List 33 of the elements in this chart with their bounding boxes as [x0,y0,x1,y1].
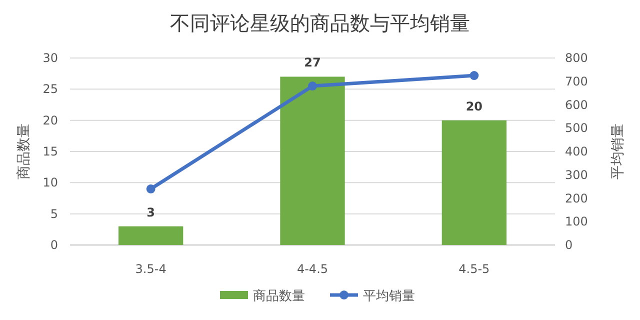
point [146,184,156,194]
y2-tick-label: 200 [565,191,588,206]
y-tick-label: 30 [42,51,58,65]
y-tick-label: 20 [42,113,58,128]
point [470,71,479,80]
x-tick-label: 3.5-4 [135,262,166,276]
y-tick-label: 0 [50,238,58,252]
point [308,82,317,91]
legend-label: 商品数量 [253,289,305,304]
y2-tick-label: 600 [565,98,588,112]
legend-label: 平均销量 [363,289,415,304]
y2-tick-label: 300 [565,168,588,182]
y-tick-label: 5 [50,206,58,221]
chart-title: 不同评论星级的商品数与平均销量 [170,11,470,35]
bar [118,226,184,245]
y-tick-label: 15 [42,144,58,158]
y2-tick-label: 700 [565,74,588,88]
y2-tick-label: 800 [565,51,588,65]
data-label: 20 [466,99,483,114]
y2-tick-label: 400 [565,144,588,158]
y2-tick-label: 500 [565,121,588,136]
x-tick-label: 4.5-5 [458,262,490,276]
y2-axis-title: 平均销量 [610,124,626,180]
y-tick-label: 10 [42,176,58,190]
data-label: 3 [146,205,156,220]
bar [442,120,506,245]
y2-tick-label: 0 [565,238,573,252]
bar [280,76,345,245]
y-tick-label: 25 [42,82,58,96]
x-tick-label: 4-4.5 [296,262,328,276]
y2-tick-label: 100 [565,214,588,229]
y-axis-title: 商品数量 [16,124,32,180]
data-label: 27 [304,56,321,70]
